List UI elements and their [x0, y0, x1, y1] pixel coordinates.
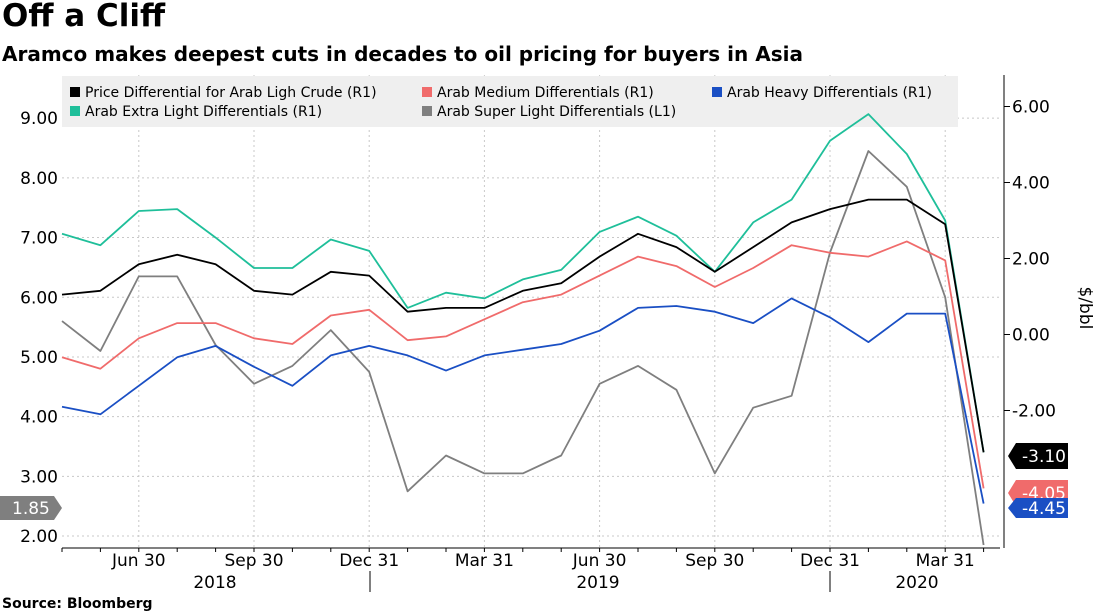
legend-background: [62, 76, 958, 127]
x-axis-tick-label: Jun 30: [111, 551, 166, 571]
right-axis-tick-label: 6.00: [1012, 98, 1050, 118]
legend-swatch: [712, 87, 722, 97]
end-label-value: 1.85: [12, 499, 50, 519]
axes: 9.00 8.00 7.00 6.00 5.00 4.00 3.00 2.00 6.00 4.00…: [20, 75, 1095, 593]
end-value-labels: -3.10-4.05-4.451.85: [0, 443, 1068, 520]
end-label-badge: [0, 496, 62, 520]
legend-entry: Arab Heavy Differentials (R1): [727, 85, 932, 101]
legend-swatch: [70, 106, 80, 116]
x-axis-tick-label: Dec 31: [339, 551, 399, 571]
end-label-value: -3.10: [1022, 447, 1066, 467]
chart-title: Off a Cliff: [2, 0, 166, 34]
left-axis-tick-label: 7.00: [20, 229, 58, 249]
source-note: Source: Bloomberg: [2, 596, 153, 612]
end-label-badge: [1008, 443, 1068, 469]
series-line: [61, 150, 985, 546]
x-axis-tick-label: Mar 31: [455, 551, 514, 571]
x-axis-tick-label: Sep 30: [685, 551, 744, 571]
left-axis-tick-label: 5.00: [20, 348, 58, 368]
legend-entry: Price Differential for Arab Ligh Crude (…: [85, 85, 377, 101]
right-axis-label: $/bbl: [1075, 287, 1095, 330]
legend-entry: Arab Extra Light Differentials (R1): [85, 104, 322, 120]
legend: Price Differential for Arab Ligh Crude (…: [62, 76, 958, 127]
left-axis-tick-label: 2.00: [20, 527, 58, 547]
series-line: [61, 297, 985, 504]
legend-swatch: [70, 87, 80, 97]
series-line: [61, 198, 985, 453]
legend-swatch: [422, 87, 432, 97]
x-axis-year-label: 2019: [576, 573, 619, 593]
end-label-badge: [1008, 498, 1068, 518]
x-axis-tick-label: Mar 31: [916, 551, 975, 571]
end-label-value: -4.45: [1022, 499, 1066, 519]
series-lines: [61, 113, 985, 546]
legend-entry: Arab Super Light Differentials (L1): [437, 104, 676, 120]
right-axis-tick-label: -2.00: [1012, 402, 1056, 422]
left-axis-tick-label: 6.00: [20, 288, 58, 308]
x-axis-tick-label: Dec 31: [800, 551, 860, 571]
right-axis-tick-label: 2.00: [1012, 250, 1050, 270]
legend-swatch: [422, 106, 432, 116]
x-axis-year-label: 2020: [895, 573, 938, 593]
x-axis-year-label: 2018: [193, 573, 236, 593]
left-axis-tick-label: 9.00: [20, 109, 58, 129]
right-axis-tick-label: 4.00: [1012, 174, 1050, 194]
left-axis-tick-label: 3.00: [20, 467, 58, 487]
gridlines: [62, 75, 1000, 548]
left-axis-tick-label: 8.00: [20, 169, 58, 189]
series-line: [61, 113, 985, 453]
right-axis-tick-label: 0.00: [1012, 326, 1050, 346]
legend-entry: Arab Medium Differentials (R1): [437, 85, 654, 101]
series-line: [61, 240, 985, 489]
chart-subtitle: Aramco makes deepest cuts in decades to …: [2, 42, 803, 66]
left-axis-tick-label: 4.00: [20, 408, 58, 428]
x-axis-tick-label: Jun 30: [572, 551, 627, 571]
x-axis-tick-label: Sep 30: [224, 551, 283, 571]
